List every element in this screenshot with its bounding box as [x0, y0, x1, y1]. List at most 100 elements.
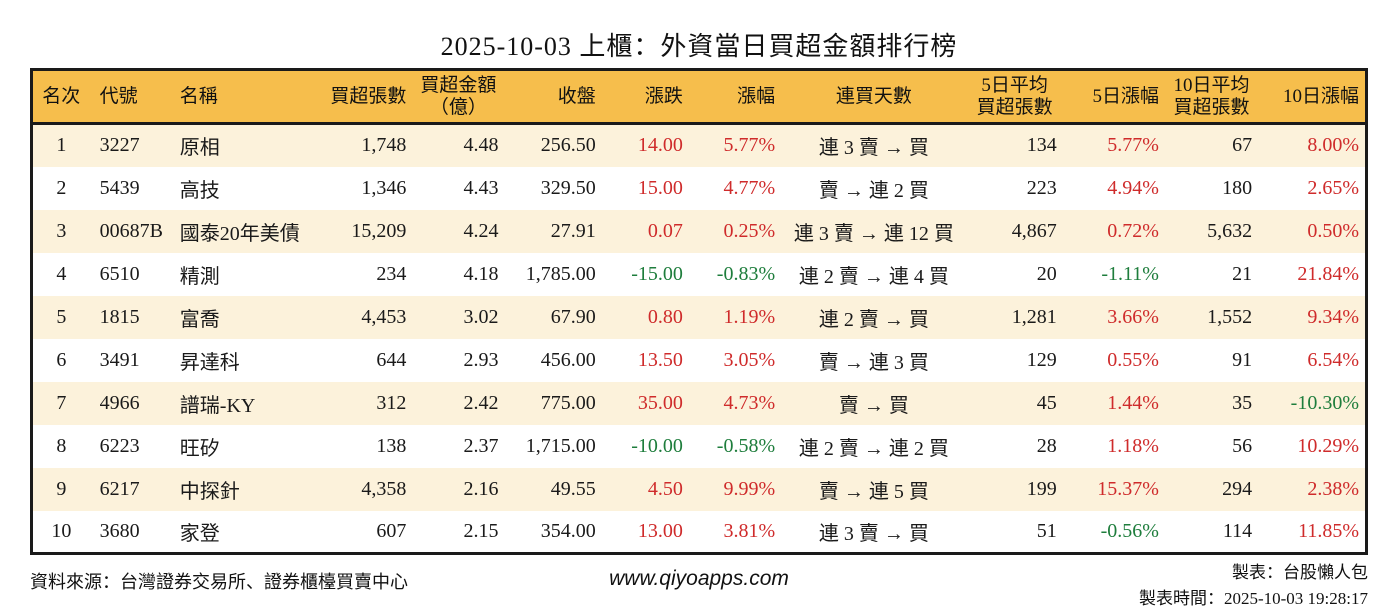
cell-pct10: 10.29%	[1297, 434, 1359, 457]
cell-avg10_lots: 5,632	[1207, 219, 1253, 242]
cell-rank: 3	[56, 219, 67, 242]
cell-pct5: 15.37%	[1097, 477, 1159, 500]
cell-net_buy_lots: 4,453	[361, 305, 407, 328]
credits: 製表：台股懶人包 製表時間：2025-10-03 19:28:17	[1139, 560, 1368, 612]
column-header-avg10_lots: 10日平均 買超張數	[1164, 69, 1259, 125]
column-header-close: 收盤	[504, 69, 602, 125]
cell-change_pct: 3.05%	[723, 348, 776, 371]
cell-pct5: 5.77%	[1107, 134, 1159, 157]
cell-avg5_lots: 199	[1026, 477, 1057, 500]
cell-change_pct: 9.99%	[723, 477, 776, 500]
cell-pct5: 4.94%	[1107, 176, 1159, 199]
table-row: 1 3227 原相 1,748 4.48 256.50 14.00 5.77% 連 3 賣 → …	[31, 123, 1367, 167]
cell-avg10_lots: 35	[1232, 391, 1253, 414]
cell-pct10: -10.30%	[1290, 391, 1359, 414]
cell-close: 49.55	[550, 477, 596, 500]
cell-pct10: 8.00%	[1307, 134, 1359, 157]
cell-change: 13.50	[637, 348, 683, 371]
cell-streak: 連 3 賣 → 連 12 買	[793, 222, 954, 245]
cell-change_pct: 3.81%	[723, 519, 776, 542]
cell-change_pct: 5.77%	[723, 134, 776, 157]
cell-net_buy_amount: 2.37	[463, 434, 499, 457]
cell-avg10_lots: 56	[1232, 434, 1253, 457]
cell-close: 456.00	[540, 348, 596, 371]
column-header-code: 代號	[89, 69, 170, 125]
cell-net_buy_amount: 4.18	[463, 262, 499, 285]
cell-pct10: 0.50%	[1307, 219, 1359, 242]
table-row: 4 6510 精測 234 4.18 1,785.00 -15.00 -0.83% 連 2 賣 …	[31, 252, 1367, 296]
cell-rank: 6	[56, 348, 67, 371]
cell-code: 5439	[99, 176, 140, 199]
cell-net_buy_amount: 2.42	[463, 391, 499, 414]
table-row: 6 3491 昇達科 644 2.93 456.00 13.50 3.05% 賣 → 連 3 買…	[31, 338, 1367, 382]
cell-pct10: 2.65%	[1307, 176, 1359, 199]
cell-rank: 2	[56, 176, 67, 199]
column-header-rank: 名次	[31, 69, 90, 125]
cell-streak: 賣 → 連 2 買	[818, 179, 929, 202]
cell-avg10_lots: 67	[1232, 134, 1253, 157]
cell-rank: 10	[51, 519, 72, 542]
cell-pct5: 0.72%	[1107, 219, 1159, 242]
cell-rank: 1	[56, 134, 67, 157]
table-row: 2 5439 高技 1,346 4.43 329.50 15.00 4.77% 賣 → 連 2 …	[31, 166, 1367, 210]
cell-close: 67.90	[550, 305, 596, 328]
cell-pct10: 9.34%	[1307, 305, 1359, 328]
cell-close: 775.00	[540, 391, 596, 414]
cell-change: 15.00	[637, 176, 683, 199]
cell-net_buy_amount: 2.16	[463, 477, 499, 500]
cell-net_buy_amount: 4.24	[463, 219, 499, 242]
cell-name: 精測	[179, 265, 220, 288]
cell-code: 6217	[99, 477, 140, 500]
table-row: 9 6217 中探針 4,358 2.16 49.55 4.50 9.99% 賣 → 連 5 買…	[31, 467, 1367, 511]
cell-name: 富喬	[179, 308, 220, 331]
cell-net_buy_lots: 138	[376, 434, 407, 457]
cell-avg10_lots: 21	[1232, 262, 1253, 285]
cell-change: 0.80	[647, 305, 683, 328]
cell-net_buy_lots: 312	[376, 391, 407, 414]
cell-pct5: 1.44%	[1107, 391, 1159, 414]
cell-pct5: -0.56%	[1100, 519, 1159, 542]
cell-avg5_lots: 1,281	[1011, 305, 1057, 328]
cell-name: 家登	[179, 522, 220, 545]
cell-net_buy_amount: 2.93	[463, 348, 499, 371]
cell-change: 13.00	[637, 519, 683, 542]
cell-change: -15.00	[631, 262, 683, 285]
cell-name: 高技	[179, 179, 220, 202]
cell-avg5_lots: 51	[1036, 519, 1057, 542]
cell-code: 6510	[99, 262, 140, 285]
cell-name: 譜瑞-KY	[179, 394, 256, 417]
cell-avg10_lots: 114	[1222, 519, 1253, 542]
cell-close: 1,785.00	[525, 262, 596, 285]
author-line: 製表：台股懶人包	[1232, 563, 1368, 582]
cell-change: 0.07	[647, 219, 683, 242]
cell-name: 昇達科	[179, 351, 240, 374]
cell-rank: 5	[56, 305, 67, 328]
cell-code: 1815	[99, 305, 140, 328]
cell-close: 354.00	[540, 519, 596, 542]
cell-name: 國泰20年美債	[179, 222, 300, 245]
cell-change_pct: 0.25%	[723, 219, 776, 242]
column-header-change_pct: 漲幅	[688, 69, 782, 125]
cell-rank: 8	[56, 434, 67, 457]
cell-avg5_lots: 134	[1026, 134, 1057, 157]
ranking-table: 名次 代號 名稱 買超張數 買超金額 （億） 收盤 漲跌 漲幅 連買天數 5日平均 買超張數 5日漲…	[30, 68, 1368, 555]
cell-streak: 連 3 賣 → 買	[818, 137, 929, 160]
cell-streak: 賣 → 買	[838, 394, 909, 417]
column-header-name: 名稱	[169, 69, 321, 125]
cell-net_buy_lots: 4,358	[361, 477, 407, 500]
cell-code: 3680	[99, 519, 140, 542]
cell-name: 旺矽	[179, 437, 220, 460]
cell-net_buy_lots: 644	[376, 348, 407, 371]
cell-streak: 賣 → 連 5 買	[818, 480, 929, 503]
cell-name: 原相	[179, 137, 220, 160]
cell-rank: 4	[56, 262, 67, 285]
table-body: 1 3227 原相 1,748 4.48 256.50 14.00 5.77% 連 3 賣 → …	[31, 123, 1367, 554]
cell-avg10_lots: 1,552	[1207, 305, 1253, 328]
table-row: 5 1815 富喬 4,453 3.02 67.90 0.80 1.19% 連 2 賣 → 買 1…	[31, 295, 1367, 339]
table-header: 名次 代號 名稱 買超張數 買超金額 （億） 收盤 漲跌 漲幅 連買天數 5日平均 買超張數 5日漲…	[31, 69, 1367, 125]
cell-avg5_lots: 20	[1036, 262, 1057, 285]
table-row: 8 6223 旺矽 138 2.37 1,715.00 -10.00 -0.58% 連 2 賣 …	[31, 424, 1367, 468]
cell-streak: 連 2 賣 → 買	[818, 308, 929, 331]
cell-net_buy_amount: 3.02	[463, 305, 499, 328]
